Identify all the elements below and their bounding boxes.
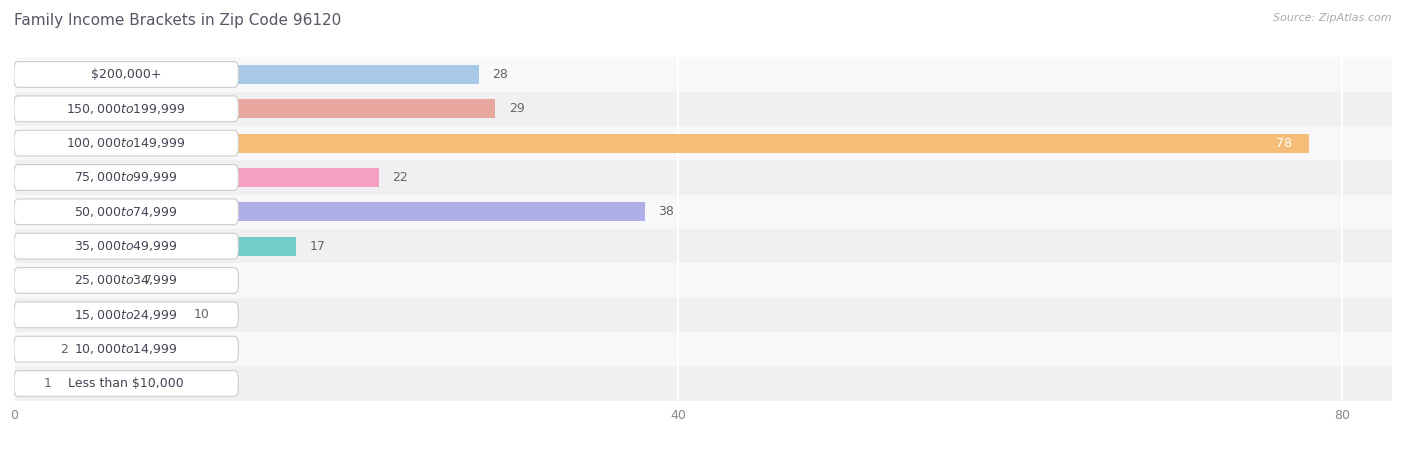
FancyBboxPatch shape bbox=[14, 165, 239, 190]
Text: $15,000 to $24,999: $15,000 to $24,999 bbox=[75, 308, 179, 322]
Text: 2: 2 bbox=[60, 343, 69, 356]
Text: $35,000 to $49,999: $35,000 to $49,999 bbox=[75, 239, 179, 253]
Bar bbox=[14, 229, 1392, 263]
FancyBboxPatch shape bbox=[14, 268, 239, 293]
Bar bbox=[14, 271, 131, 290]
Text: 22: 22 bbox=[392, 171, 408, 184]
Bar bbox=[14, 237, 297, 255]
Text: $50,000 to $74,999: $50,000 to $74,999 bbox=[75, 205, 179, 219]
Text: 28: 28 bbox=[492, 68, 508, 81]
Bar bbox=[14, 305, 180, 324]
Bar bbox=[14, 340, 48, 359]
Bar bbox=[14, 298, 1392, 332]
FancyBboxPatch shape bbox=[14, 370, 239, 396]
Bar bbox=[14, 65, 479, 84]
FancyBboxPatch shape bbox=[14, 130, 239, 156]
Text: $150,000 to $199,999: $150,000 to $199,999 bbox=[66, 102, 186, 116]
Text: 17: 17 bbox=[309, 240, 325, 253]
Text: $10,000 to $14,999: $10,000 to $14,999 bbox=[75, 342, 179, 356]
Text: Family Income Brackets in Zip Code 96120: Family Income Brackets in Zip Code 96120 bbox=[14, 13, 342, 28]
Text: Source: ZipAtlas.com: Source: ZipAtlas.com bbox=[1274, 13, 1392, 23]
Text: 1: 1 bbox=[44, 377, 52, 390]
Bar bbox=[14, 160, 1392, 195]
Text: $25,000 to $34,999: $25,000 to $34,999 bbox=[75, 273, 179, 287]
Bar bbox=[14, 202, 645, 221]
Text: $100,000 to $149,999: $100,000 to $149,999 bbox=[66, 136, 186, 150]
Bar bbox=[14, 366, 1392, 401]
Text: 7: 7 bbox=[143, 274, 152, 287]
Bar bbox=[14, 168, 380, 187]
FancyBboxPatch shape bbox=[14, 233, 239, 259]
Bar bbox=[14, 92, 1392, 126]
Text: 10: 10 bbox=[194, 308, 209, 321]
Text: 29: 29 bbox=[509, 102, 524, 115]
FancyBboxPatch shape bbox=[14, 62, 239, 88]
Text: 38: 38 bbox=[658, 205, 673, 218]
Text: $75,000 to $99,999: $75,000 to $99,999 bbox=[75, 171, 179, 185]
FancyBboxPatch shape bbox=[14, 199, 239, 224]
Text: 78: 78 bbox=[1277, 136, 1292, 150]
Bar bbox=[14, 374, 31, 393]
Bar bbox=[14, 332, 1392, 366]
FancyBboxPatch shape bbox=[14, 336, 239, 362]
Bar bbox=[14, 57, 1392, 92]
Bar bbox=[14, 263, 1392, 298]
Text: Less than $10,000: Less than $10,000 bbox=[69, 377, 184, 390]
Bar bbox=[14, 134, 1309, 153]
Bar bbox=[14, 126, 1392, 160]
Bar bbox=[14, 195, 1392, 229]
FancyBboxPatch shape bbox=[14, 302, 239, 328]
Bar bbox=[14, 99, 495, 118]
FancyBboxPatch shape bbox=[14, 96, 239, 122]
Text: $200,000+: $200,000+ bbox=[91, 68, 162, 81]
